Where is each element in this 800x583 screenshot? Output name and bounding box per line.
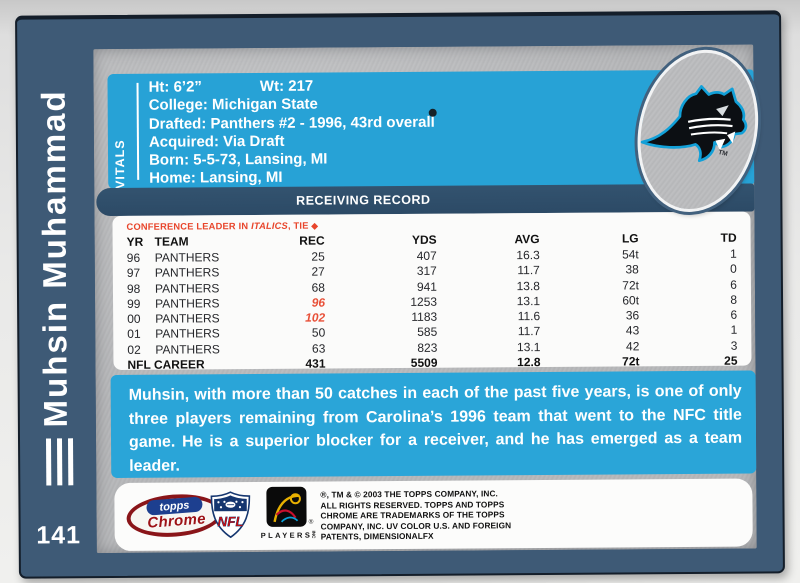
vitals-divider bbox=[136, 82, 140, 180]
copyright-line: PATENTS, DIMENSIONALFX bbox=[320, 531, 434, 542]
stats-rows: 96 PANTHERS 25 407 16.3 54t 1 97 PANTHERS 27 317 11… bbox=[127, 247, 738, 358]
trading-card-back: Muhsin Muhammad 141 VITALS Ht: 6’2” Wt: 2… bbox=[15, 10, 785, 579]
players-inc-logo: ® PLAYERS INC bbox=[261, 486, 318, 545]
vitals-text: Ht: 6’2” Wt: 217 College: Michigan State … bbox=[148, 75, 634, 188]
bio-section: Muhsin, with more than 50 catches in eac… bbox=[110, 370, 757, 479]
bio-text: Muhsin, with more than 50 catches in eac… bbox=[128, 382, 743, 475]
player-name-vertical: Muhsin Muhammad bbox=[34, 89, 74, 428]
divider-bars-icon bbox=[45, 438, 74, 486]
career-avg: 12.8 bbox=[517, 355, 541, 370]
career-label: NFL CAREER bbox=[127, 357, 205, 372]
col-lg: LG bbox=[621, 231, 639, 246]
weight-value: Wt: 217 bbox=[259, 77, 314, 95]
card-number: 141 bbox=[36, 521, 82, 550]
players-inc-label: PLAYERS INC bbox=[261, 531, 317, 540]
col-avg: AVG bbox=[514, 232, 540, 247]
print-artifact-dot bbox=[428, 108, 437, 117]
footer-logos-strip: topps Chrome ™ NFL bbox=[114, 478, 753, 551]
note-italic-word: ITALICS bbox=[251, 220, 288, 232]
panther-head-icon bbox=[638, 83, 757, 175]
col-td: TD bbox=[720, 230, 737, 245]
col-yds: YDS bbox=[411, 232, 437, 247]
players-inc-icon bbox=[266, 486, 307, 527]
col-yr: YR bbox=[126, 234, 144, 249]
nfl-shield-icon: NFL bbox=[210, 490, 251, 540]
career-yds: 5509 bbox=[410, 355, 438, 371]
note-suffix: , TIE bbox=[287, 220, 312, 231]
career-rec: 431 bbox=[305, 356, 326, 371]
stats-title: RECEIVING RECORD bbox=[296, 192, 431, 208]
col-team: TEAM bbox=[154, 234, 189, 249]
svg-text:NFL: NFL bbox=[217, 514, 243, 529]
card-inner-panel: VITALS Ht: 6’2” Wt: 217 College: Michigan… bbox=[93, 38, 774, 554]
copyright-line: COMPANY, INC. UV COLOR U.S. AND FOREIGN bbox=[320, 520, 512, 532]
players-word: PLAYERS bbox=[260, 530, 313, 540]
panthers-logo: TM bbox=[622, 38, 774, 224]
registered-text: ® bbox=[308, 518, 314, 526]
col-rec: REC bbox=[299, 233, 325, 248]
note-prefix: CONFERENCE LEADER IN bbox=[126, 221, 252, 232]
career-td: 25 bbox=[724, 353, 738, 368]
diamond-icon: ◆ bbox=[311, 220, 319, 231]
inc-word: INC bbox=[311, 530, 317, 539]
career-lg: 72t bbox=[622, 354, 640, 369]
stats-table: CONFERENCE LEADER IN ITALICS, TIE ◆ YR T… bbox=[112, 211, 752, 372]
height-value: Ht: 6’2” bbox=[148, 78, 202, 96]
vitals-side-label: VITALS bbox=[112, 139, 128, 189]
copyright-text: ®, TM & © 2003 THE TOPPS COMPANY, INC. A… bbox=[320, 488, 536, 542]
